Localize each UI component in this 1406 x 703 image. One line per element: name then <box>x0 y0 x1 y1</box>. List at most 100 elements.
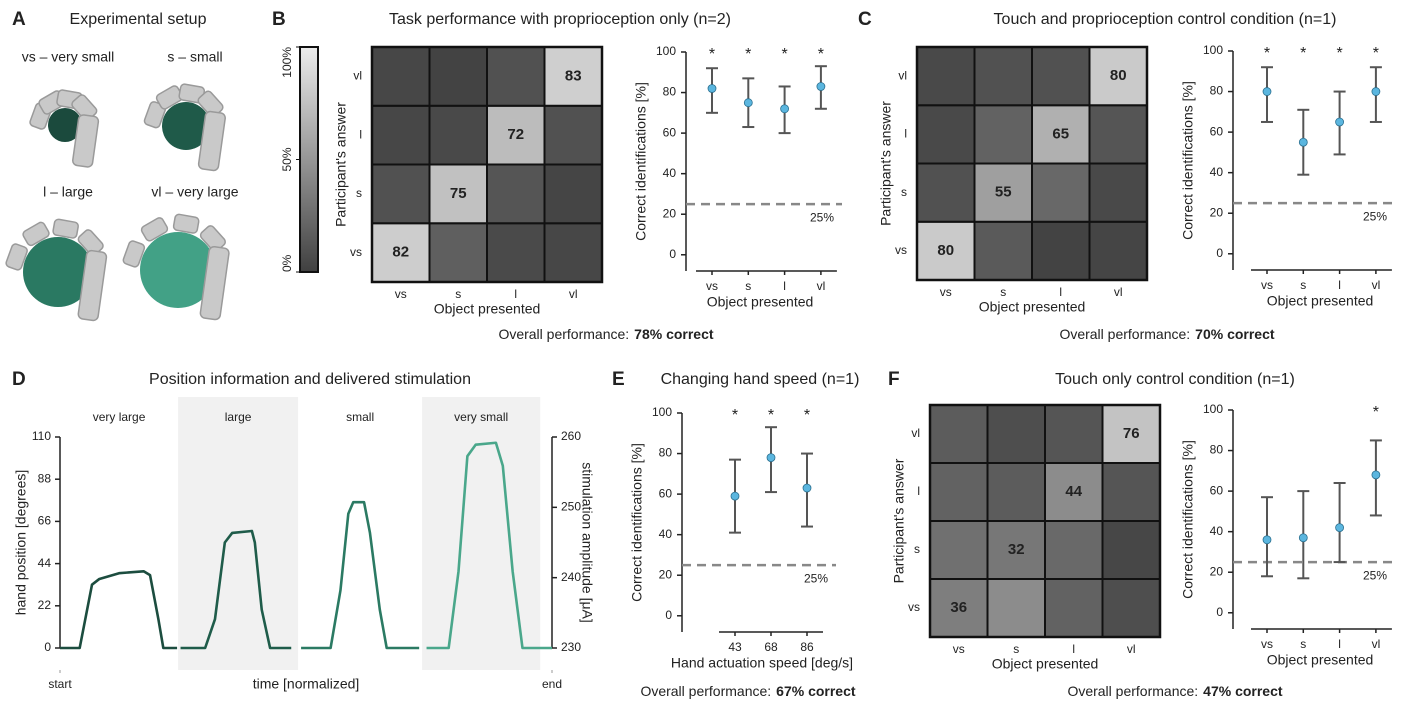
heatmap-cell <box>543 163 603 225</box>
y-tick-label: 60 <box>663 125 677 139</box>
cell-label: 80 <box>1110 67 1127 84</box>
cell-label: 76 <box>1123 425 1140 442</box>
y-tick-label: vs <box>895 243 907 257</box>
x-tick-label: vl <box>1372 637 1381 651</box>
y-tick-label: 40 <box>1210 165 1224 179</box>
overall-performance: Overall performance: 78% correct <box>498 326 713 342</box>
y-tick-label: 60 <box>1210 124 1224 138</box>
x-axis-label: Object presented <box>979 299 1086 315</box>
panel-letter: F <box>888 369 900 390</box>
panel-title: Touch only control condition (n=1) <box>1055 371 1295 388</box>
significance-marker: * <box>781 46 787 63</box>
x-tick-label: vl <box>1114 285 1123 299</box>
y-tick-label: 20 <box>1210 564 1224 578</box>
x-tick-label: l <box>514 287 517 301</box>
significance-marker: * <box>1300 45 1306 62</box>
cell-label: 82 <box>392 244 409 261</box>
overall-value: 70% correct <box>1195 326 1275 342</box>
y-tick-label: vl <box>353 69 362 83</box>
region <box>298 397 422 670</box>
significance-marker: * <box>732 407 738 424</box>
y-tick-label: l <box>359 127 362 141</box>
overall-performance: Overall performance: 67% correct <box>640 683 855 699</box>
panel-letter: C <box>858 9 872 30</box>
y-tick-label: 110 <box>32 429 51 443</box>
heatmap-cell <box>1044 404 1104 464</box>
object-circle <box>48 108 82 142</box>
heatmap-border <box>370 45 604 284</box>
y2-axis-label: stimulation amplitude [μA] <box>579 462 595 623</box>
y-tick-label: 100 <box>656 44 676 58</box>
y-tick-label: 100 <box>1203 402 1223 416</box>
x-tick-label: 86 <box>800 640 814 654</box>
y-tick-label: 22 <box>38 598 52 612</box>
x-tick-label: vl <box>569 287 578 301</box>
overall-label: Overall performance: <box>1059 326 1190 342</box>
x-tick-label: vs <box>940 285 952 299</box>
heatmap-cell <box>543 222 603 283</box>
object-circle <box>140 232 216 308</box>
y-tick-label: 44 <box>38 556 52 570</box>
mean-point <box>707 84 717 93</box>
y-tick-label: vs <box>350 245 362 259</box>
cell-label: 36 <box>950 599 967 616</box>
heatmap-cell <box>986 578 1046 638</box>
mean-point <box>816 82 826 91</box>
y-axis-label: Correct identifications [%] <box>629 443 645 602</box>
y-tick-label: 80 <box>659 446 673 460</box>
y-tick-label: 60 <box>1210 483 1224 497</box>
y2-tick-label: 250 <box>561 500 581 514</box>
colorbar-tick-label: 100% <box>280 47 294 78</box>
heatmap-cell <box>371 104 431 166</box>
object-label: s – small <box>167 49 222 65</box>
mean-point <box>1371 470 1381 480</box>
y-tick-label: 0 <box>44 640 51 654</box>
heatmap-cell <box>1088 46 1148 107</box>
overall-performance: Overall performance: 70% correct <box>1059 326 1274 342</box>
x-tick-label: vl <box>817 279 826 293</box>
panel-title: Experimental setup <box>70 11 207 28</box>
palm <box>199 245 230 321</box>
significance-marker: * <box>1373 45 1379 62</box>
y-tick-label: s <box>914 542 920 556</box>
overall-value: 47% correct <box>1203 683 1283 699</box>
region <box>422 397 541 670</box>
mean-point <box>730 491 740 501</box>
position-line <box>180 529 292 650</box>
heatmap-cell <box>1101 462 1161 522</box>
position-line <box>60 569 178 650</box>
x-tick-label: s <box>1013 642 1019 656</box>
y-axis-label: Participant's answer <box>878 101 894 226</box>
x-tick-label: s <box>455 287 461 301</box>
mean-point <box>1335 523 1344 533</box>
heatmap-cell <box>1088 162 1148 223</box>
reference-label: 25% <box>810 210 834 224</box>
heatmap-cell <box>486 163 546 225</box>
object-label: vl – very large <box>151 184 238 200</box>
x-tick-label: s <box>1300 637 1306 651</box>
palm <box>77 249 108 322</box>
y-tick-label: 60 <box>659 486 673 500</box>
heatmap-cell <box>1031 46 1091 107</box>
colorbar-tick-label: 50% <box>280 147 294 171</box>
object-circle <box>162 102 210 150</box>
y-tick-label: 88 <box>38 471 52 485</box>
panel-title: Touch and proprioception control conditi… <box>994 11 1337 28</box>
x-tick-label: 43 <box>728 640 742 654</box>
x-tick-label: s <box>1000 285 1006 299</box>
heatmap-cell <box>916 46 976 107</box>
heatmap-cell <box>973 104 1033 165</box>
x-axis-label: Object presented <box>992 656 1099 672</box>
x-axis-label: Hand actuation speed [deg/s] <box>671 655 853 671</box>
y-axis-label: Correct identifications [%] <box>633 82 649 241</box>
heatmap-cell <box>486 222 546 283</box>
overall-performance: Overall performance: 47% correct <box>1067 683 1282 699</box>
significance-marker: * <box>1336 45 1342 62</box>
finger-segment <box>122 240 146 268</box>
heatmap-cell <box>929 404 989 464</box>
x-tick-label: 68 <box>764 640 778 654</box>
heatmap-cell <box>1101 520 1161 580</box>
reference-label: 25% <box>1363 568 1387 582</box>
palm <box>72 114 100 168</box>
